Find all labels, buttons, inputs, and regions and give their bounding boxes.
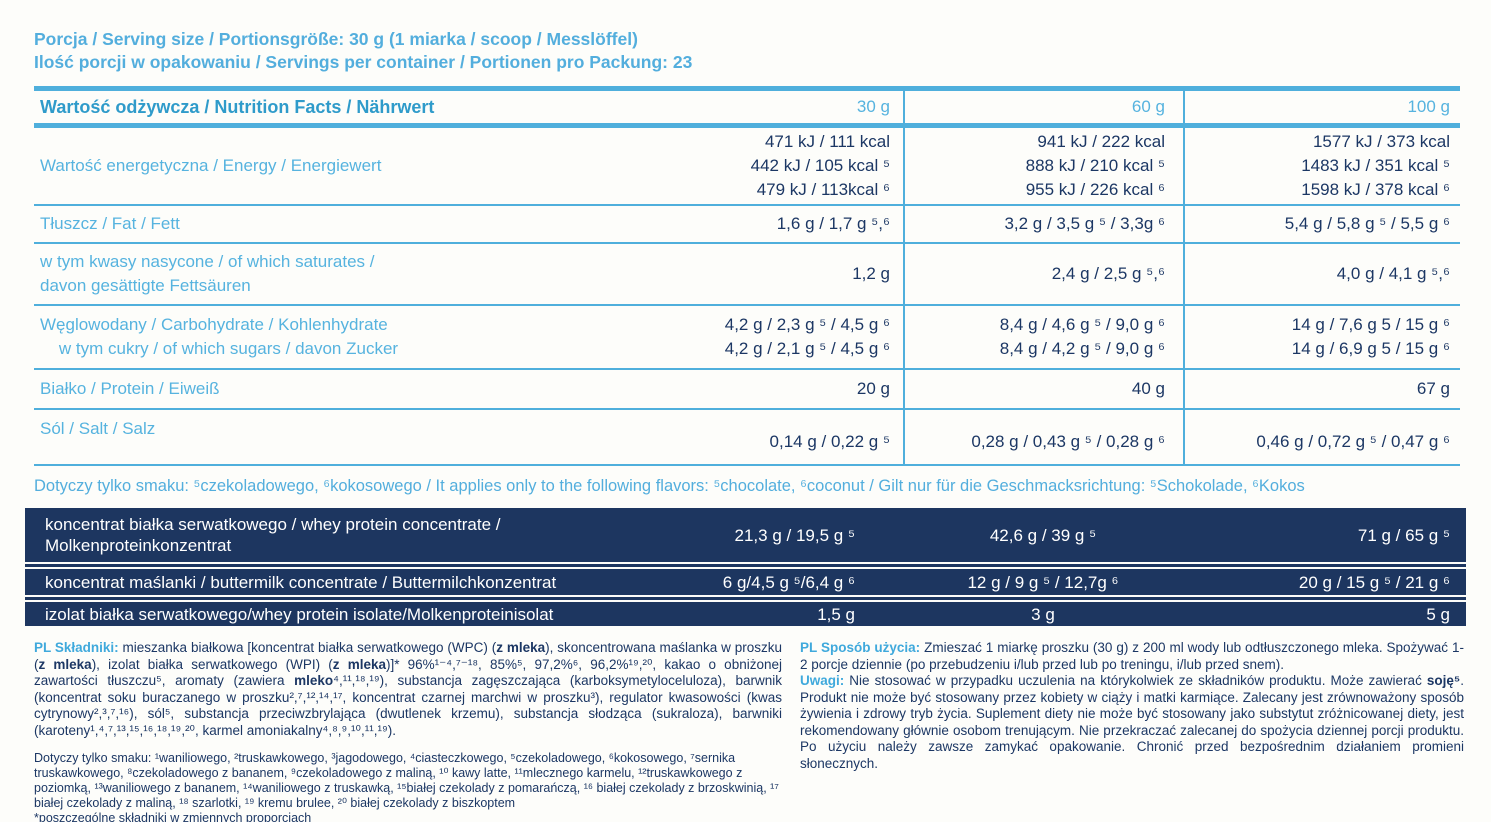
row-divider [34, 368, 1460, 370]
band-row-whey-isolate: izolat białka serwatkowego/whey protein … [25, 602, 1466, 626]
value-100g: 67 g [1416, 379, 1450, 398]
value-30g: 471 kJ / 111 kcal 442 kJ / 105 kcal ⁵ 47… [750, 132, 890, 199]
remarks-paragraph: Uwagi: Nie stosować w przypadku uczuleni… [800, 673, 1464, 772]
table-row-salt: Sól / Salt / Salz 0,14 g / 0,22 g ⁵ 0,28… [34, 410, 1460, 464]
value-60g: 2,4 g / 2,5 g ⁵,⁶ [1051, 264, 1165, 283]
table-row-fat: Tłuszcz / Fat / Fett 1,6 g / 1,7 g ⁵,⁶ 3… [34, 206, 1460, 242]
row-label: koncentrat maślanki / buttermilk concent… [45, 572, 557, 592]
value-30g: 6 g/4,5 g ⁵/6,4 g ⁶ [722, 572, 855, 592]
table-bottom-rule [34, 464, 1460, 466]
ingredients-paragraph: PL Składniki: mieszanka białkowa [koncen… [34, 640, 782, 739]
value-30g: 1,2 g [852, 264, 890, 283]
value-100g: 14 g / 7,6 g 5 / 15 g ⁶ 14 g / 6,9 g 5 /… [1291, 315, 1450, 358]
flavors-note: Dotyczy tylko smaku: ⁵czekoladowego, ⁶ko… [34, 477, 1305, 495]
ingredients-text: mieszanka białkowa [koncentrat białka se… [34, 640, 783, 738]
value-100g: 5 g [1426, 604, 1450, 624]
row-label: Tłuszcz / Fat / Fett [40, 214, 180, 233]
serving-info: Porcja / Serving size / Portionsgröße: 3… [34, 28, 692, 74]
top-rule [34, 86, 1460, 91]
header-rule [34, 123, 1460, 128]
usage-label: PL Sposób użycia: [800, 640, 921, 655]
protein-content-band: koncentrat białka serwatkowego / whey pr… [25, 508, 1466, 626]
value-100g: 0,46 g / 0,72 g ⁵ / 0,47 g ⁶ [1256, 432, 1450, 451]
table-header-row: Wartość odżywcza / Nutrition Facts / Näh… [34, 91, 1460, 123]
ingredients-column: PL Składniki: mieszanka białkowa [koncen… [34, 640, 782, 822]
remarks-label: Uwagi: [800, 673, 845, 688]
row-divider [34, 204, 1460, 206]
column-header-30g: 30 g [856, 97, 890, 116]
row-label: w tym kwasy nasycone / of which saturate… [40, 252, 375, 295]
remarks-text: Nie stosować w przypadku uczulenia na kt… [800, 673, 1464, 771]
proportions-note: *poszczególne składniki w zmiennych prop… [34, 811, 312, 822]
row-label: Wartość energetyczna / Energy / Energiew… [40, 156, 382, 175]
value-60g: 3,2 g / 3,5 g ⁵ / 3,3g ⁶ [1004, 214, 1165, 233]
value-60g: 941 kJ / 222 kcal 888 kJ / 210 kcal ⁵ 95… [1025, 132, 1165, 199]
row-label: Sól / Salt / Salz [40, 419, 156, 438]
value-60g: 3 g [1031, 604, 1055, 624]
value-30g: 20 g [856, 379, 890, 398]
column-divider-1 [903, 86, 905, 466]
value-100g: 4,0 g / 4,1 g ⁵,⁶ [1336, 264, 1450, 283]
band-divider [25, 595, 1466, 602]
value-30g: 1,5 g [817, 604, 855, 624]
row-divider [34, 408, 1460, 410]
column-divider-2 [1183, 86, 1185, 466]
nutrition-table: Wartość odżywcza / Nutrition Facts / Näh… [34, 86, 1460, 466]
value-100g: 1577 kJ / 373 kcal 1483 kJ / 351 kcal ⁵ … [1301, 132, 1450, 199]
band-divider [25, 562, 1466, 569]
value-100g: 71 g / 65 g ⁵ [1357, 525, 1450, 545]
value-30g: 0,14 g / 0,22 g ⁵ [769, 432, 890, 451]
band-row-whey-concentrate: koncentrat białka serwatkowego / whey pr… [25, 508, 1466, 562]
row-label: izolat białka serwatkowego/whey protein … [45, 604, 554, 624]
servings-per-container-line: Ilość porcji w opakowaniu / Servings per… [34, 52, 693, 72]
value-60g: 0,28 g / 0,43 g ⁵ / 0,28 g ⁶ [971, 432, 1165, 451]
table-row-carbohydrate: Węglowodany / Carbohydrate / Kohlenhydra… [34, 306, 1460, 368]
column-header-60g: 60 g [1131, 97, 1165, 116]
value-30g: 21,3 g / 19,5 g ⁵ [734, 525, 855, 545]
table-row-protein: Białko / Protein / Eiweiß 20 g 40 g 67 g [34, 370, 1460, 408]
value-60g: 8,4 g / 4,6 g ⁵ / 9,0 g ⁶ 8,4 g / 4,2 g … [999, 315, 1165, 358]
ingredients-label: PL Składniki: [34, 640, 119, 655]
row-label: koncentrat białka serwatkowego / whey pr… [45, 515, 501, 555]
table-row-saturates: w tym kwasy nasycone / of which saturate… [34, 244, 1460, 304]
column-header-100g: 100 g [1407, 97, 1450, 116]
value-30g: 1,6 g / 1,7 g ⁵,⁶ [776, 214, 890, 233]
value-60g: 12 g / 9 g ⁵ / 12,7g ⁶ [967, 572, 1119, 592]
row-label: Węglowodany / Carbohydrate / Kohlenhydra… [40, 315, 399, 358]
value-60g: 42,6 g / 39 g ⁵ [989, 525, 1097, 545]
serving-size-line: Porcja / Serving size / Portionsgröße: 3… [34, 29, 638, 49]
usage-paragraph: PL Sposób użycia: Zmieszać 1 miarkę pros… [800, 640, 1464, 673]
flavors-footnote-text: Dotyczy tylko smaku: ¹waniliowego, ²trus… [34, 751, 779, 810]
value-30g: 4,2 g / 2,3 g ⁵ / 4,5 g ⁶ 4,2 g / 2,1 g … [724, 315, 890, 358]
row-divider [34, 304, 1460, 306]
usage-text: Zmieszać 1 miarkę proszku (30 g) z 200 m… [800, 640, 1464, 672]
table-title: Wartość odżywcza / Nutrition Facts / Näh… [40, 96, 435, 117]
band-row-buttermilk-concentrate: koncentrat maślanki / buttermilk concent… [25, 569, 1466, 595]
value-60g: 40 g [1131, 379, 1165, 398]
value-100g: 20 g / 15 g ⁵ / 21 g ⁶ [1298, 572, 1450, 592]
table-row-energy: Wartość energetyczna / Energy / Energiew… [34, 128, 1460, 204]
row-divider [34, 242, 1460, 244]
usage-column: PL Sposób użycia: Zmieszać 1 miarkę pros… [800, 640, 1464, 772]
value-100g: 5,4 g / 5,8 g ⁵ / 5,5 g ⁶ [1284, 214, 1450, 233]
row-label: Białko / Protein / Eiweiß [40, 379, 220, 398]
flavors-footnote: Dotyczy tylko smaku: ¹waniliowego, ²trus… [34, 751, 782, 822]
